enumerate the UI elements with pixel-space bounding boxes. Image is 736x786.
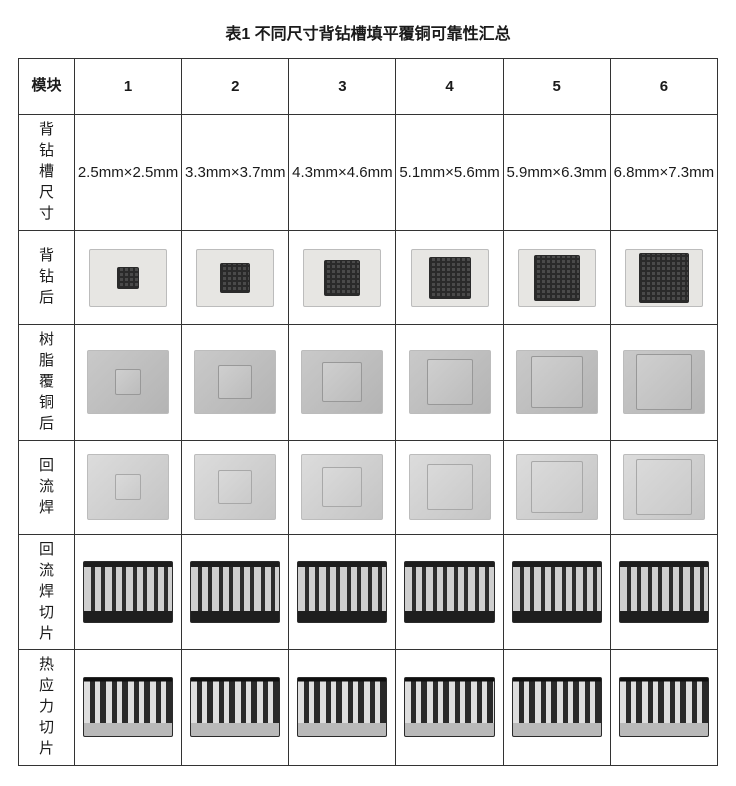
row-reflow-section-label: 回流焊切片 xyxy=(19,534,75,650)
row-thermal-section: 热应力切片 xyxy=(19,650,718,766)
resin-img-4 xyxy=(396,325,503,441)
table-title: 表1 不同尺寸背钻槽填平覆铜可靠性汇总 xyxy=(18,20,718,44)
resin-img-5 xyxy=(503,325,610,441)
thermal-sec-2 xyxy=(182,650,289,766)
drill-img-3 xyxy=(289,231,396,325)
col-1: 1 xyxy=(75,59,182,115)
size-3: 4.3mm×4.6mm xyxy=(289,115,396,231)
reflow-img-1 xyxy=(75,440,182,534)
reflow-sec-1 xyxy=(75,534,182,650)
thermal-sec-4 xyxy=(396,650,503,766)
reflow-sec-6 xyxy=(610,534,717,650)
reflow-img-6 xyxy=(610,440,717,534)
row-thermal-section-label: 热应力切片 xyxy=(19,650,75,766)
header-row: 模块 1 2 3 4 5 6 xyxy=(19,59,718,115)
reflow-sec-5 xyxy=(503,534,610,650)
thermal-sec-5 xyxy=(503,650,610,766)
row-after-reflow-label: 回流焊 xyxy=(19,440,75,534)
row-after-drill-label: 背钻后 xyxy=(19,231,75,325)
size-1: 2.5mm×2.5mm xyxy=(75,115,182,231)
resin-img-3 xyxy=(289,325,396,441)
drill-img-1 xyxy=(75,231,182,325)
col-5: 5 xyxy=(503,59,610,115)
drill-img-5 xyxy=(503,231,610,325)
drill-img-2 xyxy=(182,231,289,325)
thermal-sec-1 xyxy=(75,650,182,766)
row-after-reflow: 回流焊 xyxy=(19,440,718,534)
reflow-sec-2 xyxy=(182,534,289,650)
reflow-sec-4 xyxy=(396,534,503,650)
thermal-sec-3 xyxy=(289,650,396,766)
row-after-drill: 背钻后 xyxy=(19,231,718,325)
col-6: 6 xyxy=(610,59,717,115)
reliability-summary-table: 模块 1 2 3 4 5 6 背钻槽尺寸 2.5mm×2.5mm 3.3mm×3… xyxy=(18,58,718,766)
reflow-img-4 xyxy=(396,440,503,534)
reflow-img-2 xyxy=(182,440,289,534)
row-after-resin: 树脂覆铜后 xyxy=(19,325,718,441)
col-3: 3 xyxy=(289,59,396,115)
col-2: 2 xyxy=(182,59,289,115)
row-after-resin-label: 树脂覆铜后 xyxy=(19,325,75,441)
resin-img-1 xyxy=(75,325,182,441)
size-6: 6.8mm×7.3mm xyxy=(610,115,717,231)
thermal-sec-6 xyxy=(610,650,717,766)
reflow-sec-3 xyxy=(289,534,396,650)
drill-img-6 xyxy=(610,231,717,325)
size-4: 5.1mm×5.6mm xyxy=(396,115,503,231)
row-size: 背钻槽尺寸 2.5mm×2.5mm 3.3mm×3.7mm 4.3mm×4.6m… xyxy=(19,115,718,231)
reflow-img-3 xyxy=(289,440,396,534)
row-reflow-section: 回流焊切片 xyxy=(19,534,718,650)
size-2: 3.3mm×3.7mm xyxy=(182,115,289,231)
col-4: 4 xyxy=(396,59,503,115)
resin-img-6 xyxy=(610,325,717,441)
resin-img-2 xyxy=(182,325,289,441)
reflow-img-5 xyxy=(503,440,610,534)
size-5: 5.9mm×6.3mm xyxy=(503,115,610,231)
drill-img-4 xyxy=(396,231,503,325)
header-module: 模块 xyxy=(19,59,75,115)
row-size-label: 背钻槽尺寸 xyxy=(19,115,75,231)
